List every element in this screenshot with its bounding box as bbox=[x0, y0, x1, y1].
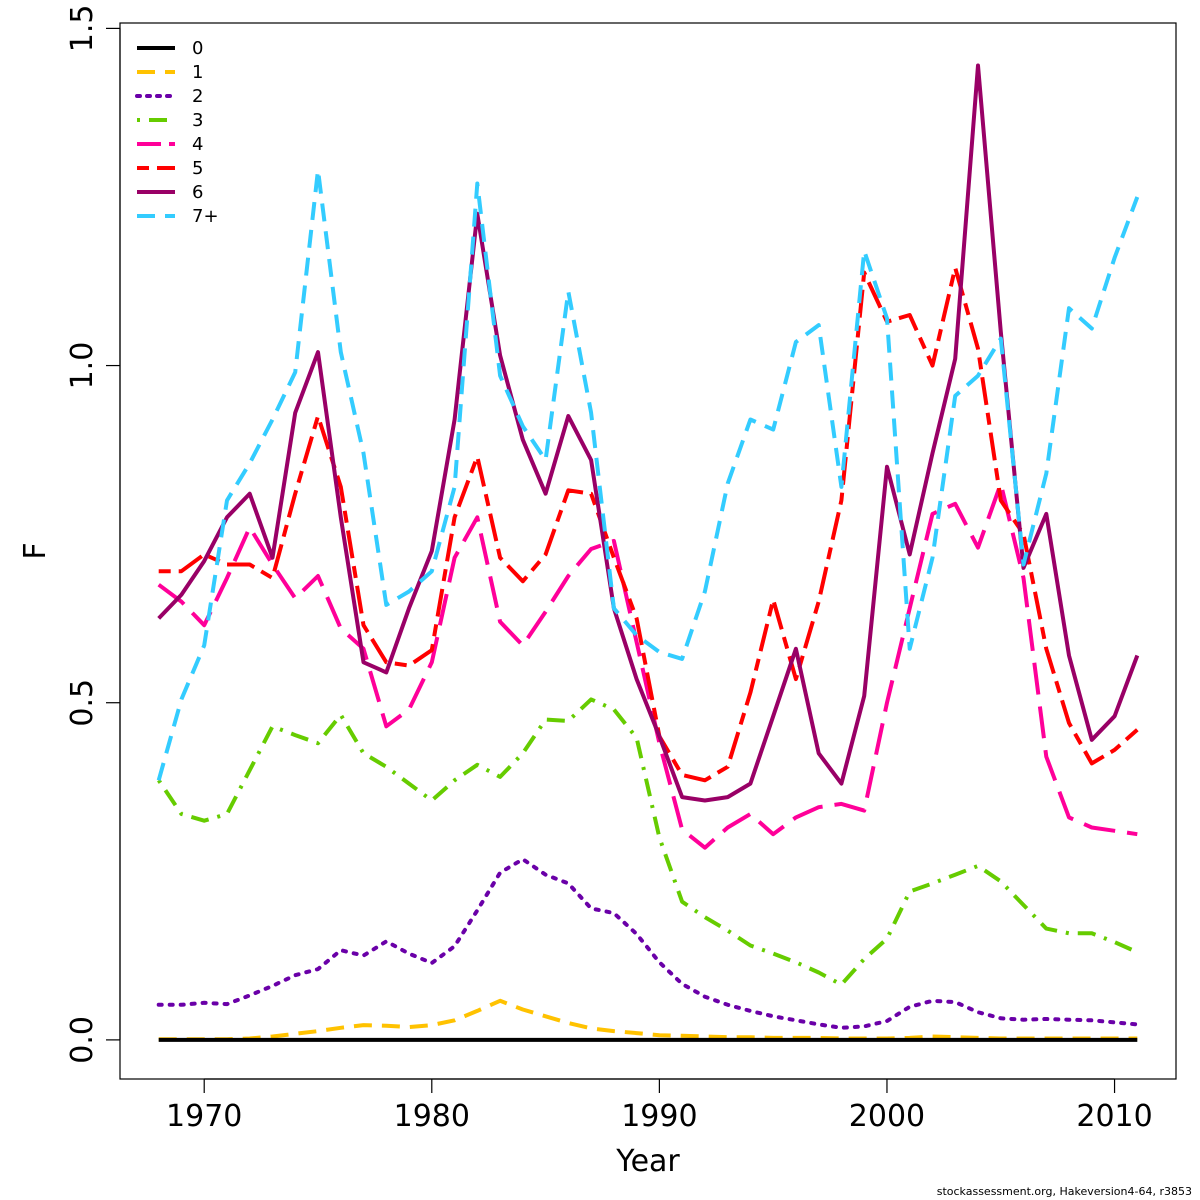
legend-label: 7+ bbox=[192, 206, 219, 227]
x-axis: 1970 1980 1990 2000 2010 bbox=[166, 1078, 1153, 1134]
x-axis-title: Year bbox=[615, 1144, 680, 1179]
series-line-4 bbox=[157, 481, 1138, 850]
series-line-2 bbox=[156, 857, 1140, 1030]
legend-label: 2 bbox=[192, 86, 203, 107]
series-line-3 bbox=[157, 697, 1139, 987]
x-tick-label: 1970 bbox=[166, 1099, 242, 1134]
y-tick-label: 1.5 bbox=[65, 5, 100, 53]
series-line-5 bbox=[158, 265, 1139, 783]
legend-label: 4 bbox=[192, 134, 203, 155]
legend-label: 5 bbox=[192, 158, 203, 179]
y-tick-label: 1.0 bbox=[65, 342, 100, 390]
y-tick-label: 0.0 bbox=[65, 1016, 100, 1064]
legend-label: 6 bbox=[192, 182, 203, 203]
y-tick-label: 0.5 bbox=[65, 679, 100, 727]
y-axis-title: F bbox=[18, 542, 53, 559]
y-axis: 0.0 0.5 1.0 1.5 bbox=[65, 5, 121, 1064]
x-tick-label: 2010 bbox=[1076, 1099, 1152, 1134]
legend: 0 1 2 3 4 5 6 7+ bbox=[135, 38, 219, 227]
legend-label: 1 bbox=[192, 62, 203, 83]
x-tick-label: 1980 bbox=[394, 1099, 470, 1134]
x-tick-label: 1990 bbox=[621, 1099, 697, 1134]
caption: stockassessment.org, Hakeversion4-64, r3… bbox=[936, 1185, 1192, 1198]
series-line-1 bbox=[158, 998, 1138, 1042]
series-line-6 bbox=[157, 63, 1140, 803]
series-line-7plus bbox=[156, 168, 1140, 781]
legend-label: 0 bbox=[192, 38, 203, 59]
series-layer bbox=[156, 63, 1140, 1042]
legend-label: 3 bbox=[192, 110, 203, 131]
x-tick-label: 2000 bbox=[849, 1099, 925, 1134]
